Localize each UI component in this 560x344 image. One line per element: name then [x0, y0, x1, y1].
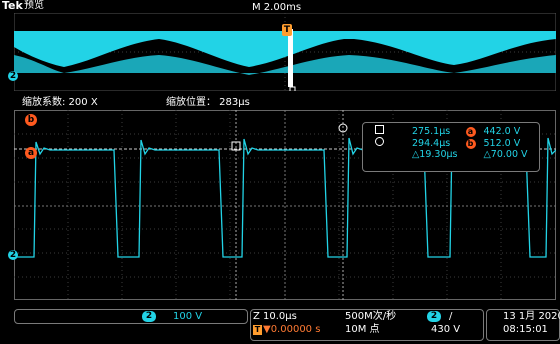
ch2-badge: 2	[142, 311, 156, 322]
trigger-level: 430 V	[431, 324, 461, 335]
cursor-row-3: △19.30µs △70.00 V	[363, 149, 532, 160]
timebase-label: M 2.00ms	[252, 2, 302, 13]
trigger-channel-badge: 2	[427, 311, 441, 322]
record-length: 10M 点	[345, 324, 380, 335]
ref-a-marker[interactable]: a	[25, 147, 37, 159]
overview-waveform	[14, 13, 556, 91]
delta-time: △19.30µs	[412, 149, 458, 160]
datetime-panel: 13 1月 2020 08:15:01	[486, 309, 560, 341]
trigger-marker-icon[interactable]: T	[282, 24, 292, 36]
ref-b-badge: b	[462, 137, 480, 149]
horizontal-status-panel[interactable]: Z 10.0µs T ▼0.00000 s 500M次/秒 10M 点 2 / …	[250, 309, 484, 341]
sample-rate: 500M次/秒	[345, 311, 397, 322]
cursor-row-2: 294.4µs b 512.0 V	[363, 137, 532, 149]
zoom-time-scale: Z 10.0µs	[253, 311, 297, 322]
cursor1-voltage: 442.0 V	[483, 125, 521, 137]
preview-label: 预览	[24, 0, 44, 11]
trigger-position-icon: T	[253, 325, 262, 335]
time: 08:15:01	[503, 324, 548, 335]
cursor-row-1: 275.1µs a 442.0 V	[363, 125, 532, 137]
channel-scale: 100 V	[173, 311, 203, 322]
ref-b-marker[interactable]: b	[25, 114, 37, 126]
trigger-offset: ▼0.00000 s	[263, 324, 321, 335]
channel-status-panel[interactable]: 2 100 V	[14, 309, 248, 324]
ch2-marker-main[interactable]: 2	[8, 250, 18, 260]
date: 13 1月 2020	[503, 311, 560, 322]
trigger-slope-icon: /	[449, 311, 453, 322]
delta-voltage: △70.00 V	[483, 149, 528, 160]
cursor-readout-panel: 275.1µs a 442.0 V 294.4µs b 512.0 V △19.…	[362, 122, 540, 172]
cursor2-voltage: 512.0 V	[483, 137, 521, 149]
zoom-factor-label: 缩放系数: 200 X	[22, 97, 98, 108]
ch2-marker-overview[interactable]: 2	[8, 71, 18, 81]
zoom-position-label: 缩放位置： 283µs	[166, 97, 250, 108]
square-cursor-icon	[363, 125, 388, 137]
cursor2-time: 294.4µs	[412, 137, 451, 149]
cursor1-time: 275.1µs	[412, 125, 451, 137]
circle-cursor-icon	[363, 137, 388, 149]
ref-a-badge: a	[462, 125, 480, 137]
brand-logo: Tek	[2, 0, 23, 12]
